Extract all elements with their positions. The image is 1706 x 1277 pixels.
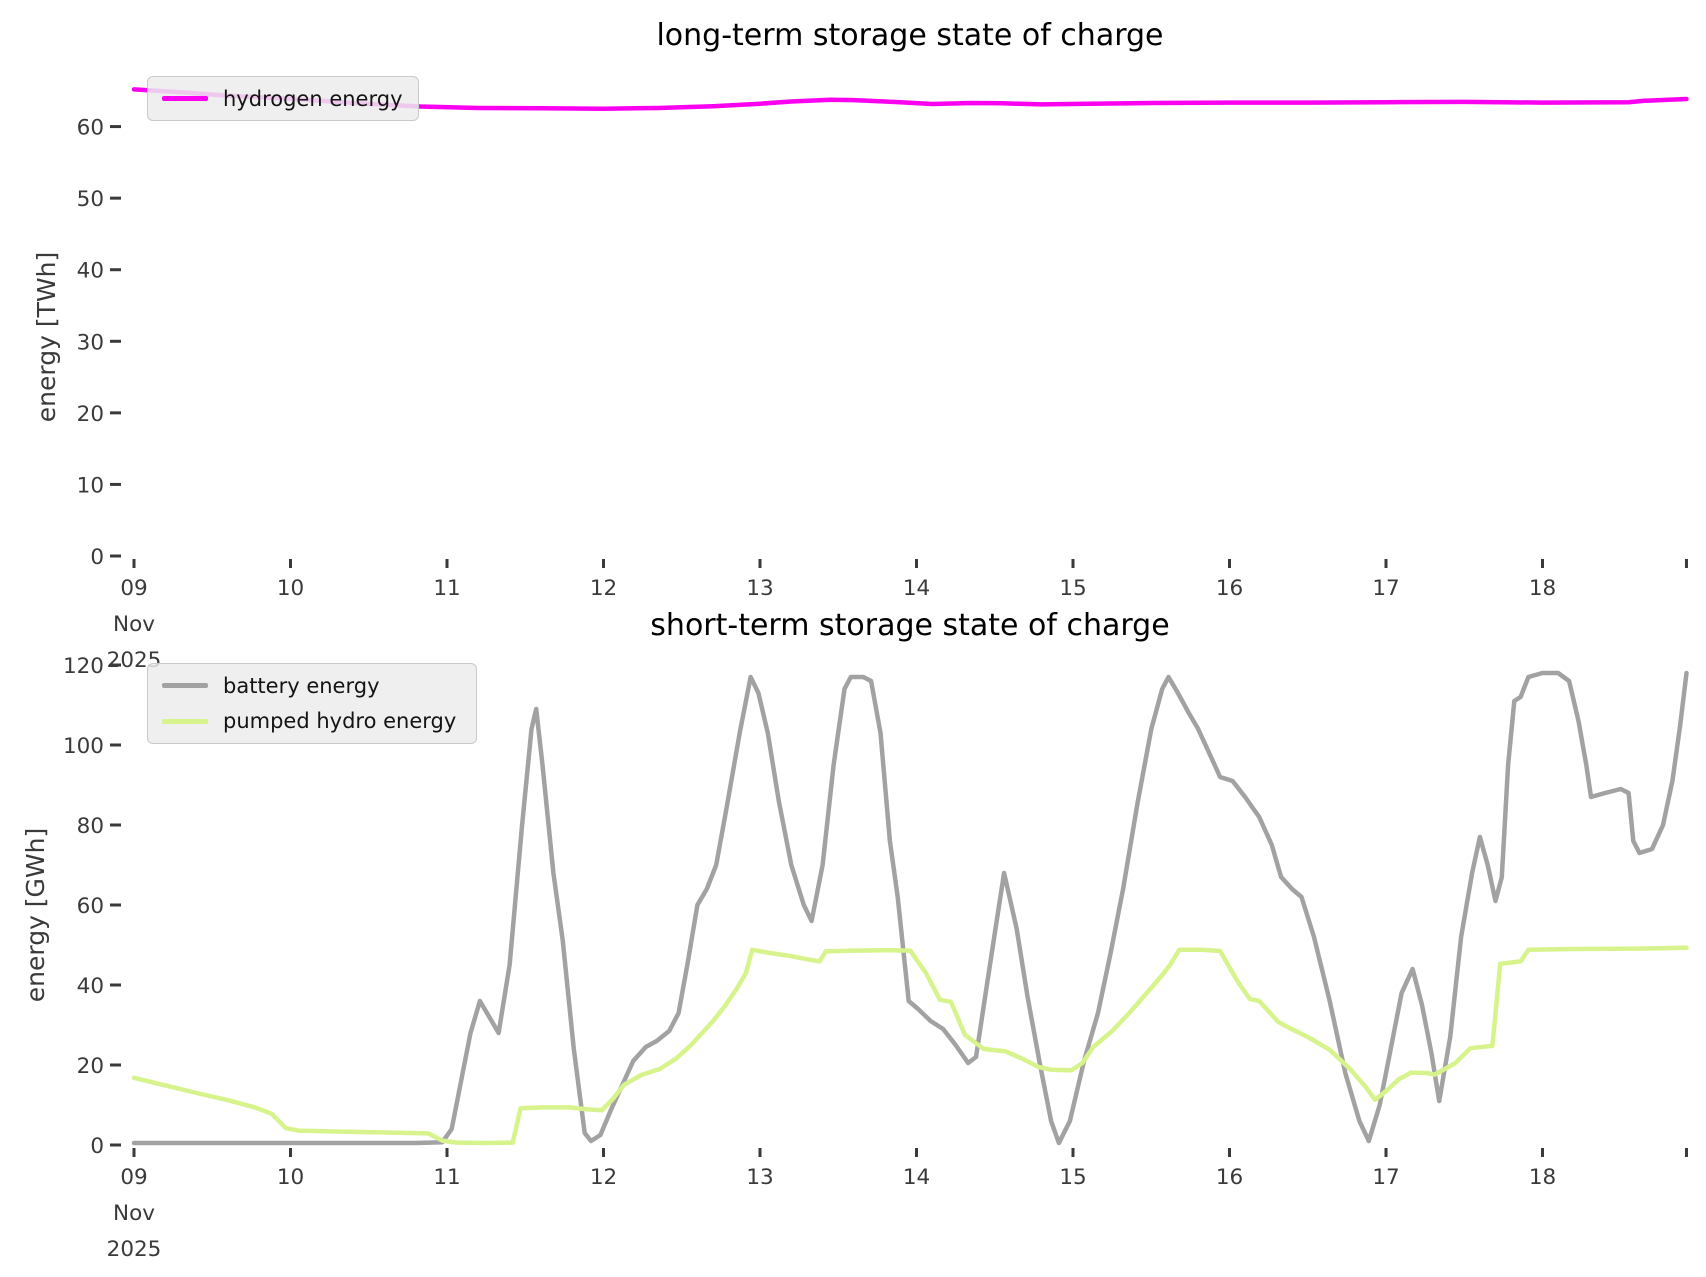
legend-label: hydrogen energy — [223, 86, 403, 111]
battery-energy-line — [131, 670, 1689, 1146]
x-tick-label: 16 — [1216, 1165, 1243, 1190]
long-term-y-axis-label: energy [TWh] — [32, 251, 61, 423]
legend-item-hydrogen: hydrogen energy — [162, 81, 404, 116]
x-tick-sublabel: Nov — [113, 612, 155, 637]
legend-label: battery energy — [223, 673, 380, 698]
x-tick-label: 15 — [1059, 1165, 1086, 1190]
x-tick-label: 09 — [120, 1165, 147, 1190]
x-tick-label: 13 — [746, 576, 773, 601]
y-tick-label: 60 — [77, 116, 104, 141]
short-term-chart-title: short-term storage state of charge — [650, 608, 1170, 643]
y-tick-label: 40 — [77, 974, 104, 999]
y-tick-label: 10 — [77, 473, 104, 498]
legend-item-battery: battery energy — [162, 668, 462, 704]
long-term-legend: hydrogen energy — [147, 76, 419, 121]
short-term-y-axis-label: energy [GWh] — [21, 827, 50, 1003]
x-tick-sublabel: 2025 — [107, 1237, 162, 1262]
y-tick-label: 20 — [77, 1054, 104, 1079]
x-tick-label: 12 — [590, 1165, 617, 1190]
x-tick-label: 17 — [1372, 576, 1399, 601]
x-tick-label: 13 — [746, 1165, 773, 1190]
hydrogen-line-swatch — [162, 96, 208, 101]
pumped-hydro-line-swatch — [162, 718, 208, 724]
y-tick-label: 30 — [77, 330, 104, 355]
y-tick-label: 120 — [63, 654, 104, 679]
y-tick-label: 0 — [90, 1134, 104, 1159]
x-tick-label: 09 — [120, 576, 147, 601]
x-tick-label: 10 — [277, 1165, 304, 1190]
x-tick-label: 17 — [1372, 1165, 1399, 1190]
battery-line-swatch — [162, 683, 208, 689]
y-tick-label: 80 — [77, 814, 104, 839]
x-tick-label: 18 — [1529, 1165, 1556, 1190]
y-tick-label: 40 — [77, 259, 104, 284]
x-tick-label: 18 — [1529, 576, 1556, 601]
short-term-legend: battery energy pumped hydro energy — [147, 663, 477, 744]
x-tick-label: 12 — [590, 576, 617, 601]
legend-label: pumped hydro energy — [223, 709, 457, 734]
x-tick-label: 15 — [1059, 576, 1086, 601]
x-tick-label: 16 — [1216, 576, 1243, 601]
long-term-chart-title: long-term storage state of charge — [656, 18, 1164, 53]
x-tick-label: 11 — [433, 1165, 460, 1190]
x-tick-label: 14 — [903, 1165, 930, 1190]
y-tick-label: 0 — [90, 545, 104, 570]
x-tick-label: 11 — [433, 576, 460, 601]
x-tick-label: 10 — [277, 576, 304, 601]
legend-item-pumped-hydro: pumped hydro energy — [162, 704, 462, 740]
y-tick-label: 20 — [77, 402, 104, 427]
pumped-hydro-energy-line — [131, 945, 1689, 1146]
x-tick-sublabel: Nov — [113, 1201, 155, 1226]
y-tick-label: 100 — [63, 734, 104, 759]
y-tick-label: 50 — [77, 187, 104, 212]
x-tick-label: 14 — [903, 576, 930, 601]
y-tick-label: 60 — [77, 894, 104, 919]
